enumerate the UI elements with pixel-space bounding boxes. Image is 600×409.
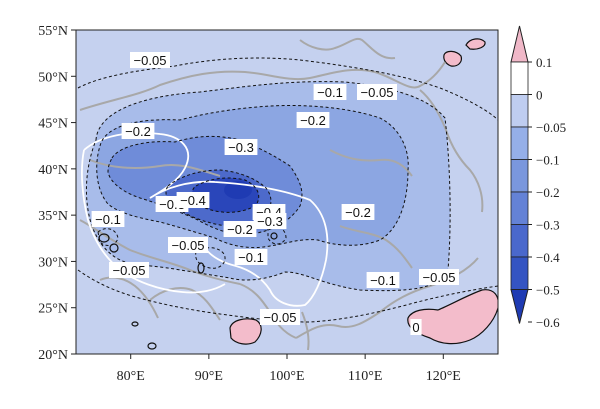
lat-tick-label: 40°N (38, 163, 68, 178)
lat-tick-label: 50°N (38, 70, 68, 85)
contour-label: 0 (412, 320, 419, 335)
colorbar-bottom-extension (510, 289, 529, 324)
map-field (76, 30, 498, 354)
contour-label: −0.4 (180, 193, 206, 208)
contour-label: −0.05 (113, 263, 146, 278)
colorbar-segment (510, 256, 529, 290)
longitude-axis: 80°E 90°E 100°E 110°E 120°E (117, 354, 461, 384)
lat-tick-label: 55°N (38, 24, 68, 39)
lat-tick-label: 25°N (38, 302, 68, 317)
contour-labels: −0.05−0.1 −0.05−0.2−0.2−0.3−0.3−0.4−0.3−0… (91, 52, 459, 335)
positive-region-northeast-2 (465, 38, 486, 50)
contour-label-bg (419, 269, 459, 285)
lon-tick-label: 120°E (426, 369, 461, 384)
contour-label-bg (223, 221, 257, 237)
contour-label-bg (410, 319, 422, 335)
contour-label: −0.3 (228, 140, 254, 155)
lon-tick-label: 80°E (117, 369, 145, 384)
contour-label-bg (224, 139, 258, 155)
contour-label-bg (357, 84, 397, 100)
lat-tick-label: 45°N (38, 117, 68, 132)
lon-tick-label: 110°E (348, 369, 383, 384)
contour-label-bg (109, 262, 149, 278)
zero-contours (98, 232, 278, 350)
contour-label-bg (91, 211, 125, 227)
positive-region-southeast (407, 289, 498, 345)
colorbar-tick-label: −0.6 (536, 315, 560, 330)
lon-tick-label: 100°E (269, 369, 304, 384)
colorbar-tick-label: 0 (536, 88, 543, 103)
contour-label: −0.2 (345, 205, 371, 220)
lon-tick-label: 90°E (195, 369, 223, 384)
colorbar-tick-label: −0.3 (536, 218, 560, 233)
colorbar-segment (510, 159, 529, 193)
colorbar-segment (510, 191, 529, 225)
colorbar-tick-label: −0.2 (536, 185, 560, 200)
colorbar: 0.1 0 −0.05 −0.1 −0.2 −0.3 −0.4 −0.5 −0.6 (510, 25, 566, 330)
contour-label-bg (168, 237, 208, 253)
contour-label: −0.1 (95, 212, 121, 227)
contour-label: −0.05 (361, 85, 394, 100)
lat-tick-label: 35°N (38, 209, 68, 224)
contour-label: −0.1 (317, 85, 343, 100)
colorbar-top-extension (510, 25, 529, 63)
contour-label: −0.05 (423, 270, 456, 285)
contour-label: −0.2 (300, 113, 326, 128)
contour-label-bg (130, 52, 170, 68)
contour-label: −0.2 (227, 222, 253, 237)
colorbar-segment (510, 224, 529, 258)
positive-region-northeast (443, 50, 463, 67)
contour-label: −0.1 (238, 250, 264, 265)
contour-label-bg (176, 192, 210, 208)
lat-tick-label: 30°N (38, 255, 68, 270)
contour-label: −0.1 (370, 273, 396, 288)
contour-label: −0.05 (134, 53, 167, 68)
contour-label-bg (253, 213, 287, 229)
colorbar-tick-label: 0.1 (536, 55, 552, 70)
colorbar-segment (510, 61, 529, 95)
colorbar-segment (510, 94, 529, 128)
contour-label: −0.05 (264, 310, 297, 325)
colorbar-tick-label: −0.4 (536, 250, 560, 265)
contour-label-bg (341, 204, 375, 220)
contour-label-bg (366, 272, 400, 288)
contour-label-bg (296, 112, 330, 128)
contour-label: −0.2 (125, 124, 151, 139)
contour-label: −0.05 (172, 238, 205, 253)
colorbar-tick-label: −0.5 (536, 283, 560, 298)
contour-label-bg (121, 123, 155, 139)
positive-region-south (229, 318, 262, 345)
colorbar-tick-label: −0.1 (536, 153, 560, 168)
lat-tick-label: 20°N (38, 348, 68, 363)
latitude-axis: 55°N 50°N 45°N 40°N 35°N 30°N 25°N 20°N (38, 24, 76, 363)
contour-label-bg (313, 84, 347, 100)
colorbar-tick-label: −0.05 (536, 120, 566, 135)
contour-label: −0.3 (257, 214, 283, 229)
contour-label-bg (234, 249, 268, 265)
contour-label-bg (260, 309, 300, 325)
colorbar-segment (510, 126, 529, 160)
